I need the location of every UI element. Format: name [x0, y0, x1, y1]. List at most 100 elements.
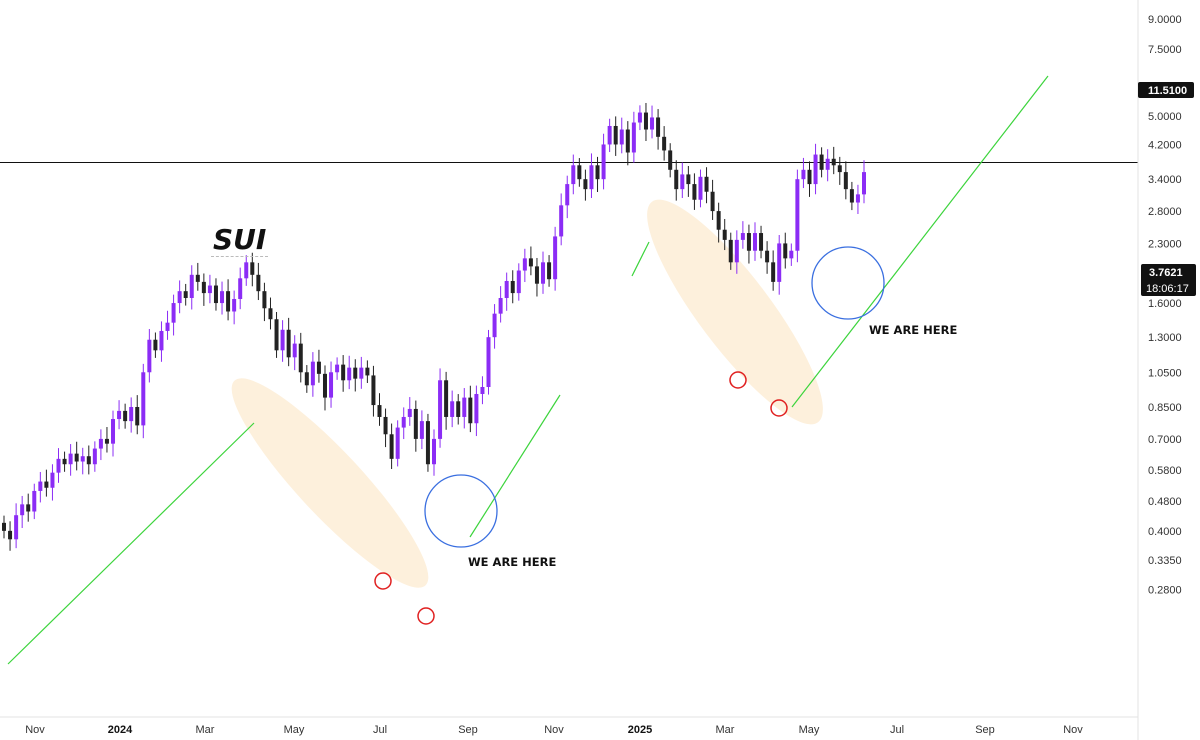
time-tick-label: May — [799, 724, 820, 736]
candle-body — [8, 530, 13, 540]
candle-body — [80, 456, 85, 462]
candle-body — [801, 169, 806, 180]
candle-body — [765, 250, 770, 263]
candle-body — [722, 229, 727, 240]
correction-zones — [231, 199, 823, 588]
price-tick-label: 7.5000 — [1148, 44, 1182, 56]
candle-body — [86, 456, 91, 465]
candle-body — [662, 136, 667, 151]
candle-body — [292, 343, 297, 358]
candle-body — [450, 401, 455, 417]
time-tick-label: 2025 — [628, 724, 652, 736]
candle-body — [268, 308, 273, 320]
candle-body — [637, 112, 642, 123]
candles — [2, 102, 866, 551]
time-tick-label: Nov — [544, 724, 564, 736]
candle-body — [347, 367, 352, 381]
time-tick-label: Sep — [458, 724, 478, 736]
candle-body — [710, 191, 715, 212]
consolidation-circle — [811, 246, 885, 320]
candle-body — [56, 458, 61, 473]
candle-body — [244, 262, 249, 279]
candle-body — [619, 129, 624, 145]
candle-body — [795, 179, 800, 251]
candle-body — [504, 280, 509, 298]
candle-body — [401, 416, 406, 428]
price-axis[interactable]: 17.000014.00009.00007.50006.00005.00004.… — [1137, 0, 1188, 740]
price-tick-label: 5.0000 — [1148, 111, 1182, 123]
candle-body — [777, 243, 782, 282]
candle-body — [516, 270, 521, 294]
candle-body — [650, 117, 655, 130]
candle-body — [141, 372, 146, 426]
bottom-marker-circle — [729, 371, 747, 389]
candle-body — [595, 165, 600, 180]
price-tick-label: 0.4000 — [1148, 526, 1182, 538]
candle-body — [668, 150, 673, 170]
candle-body — [74, 453, 79, 462]
candle-body — [38, 481, 43, 491]
candle-body — [486, 337, 491, 387]
candle-body — [129, 406, 134, 422]
candle-body — [286, 329, 291, 358]
candle-body — [26, 504, 31, 512]
candle-body — [444, 380, 449, 417]
candle-body — [32, 490, 37, 512]
candle-body — [565, 184, 570, 206]
candle-body — [171, 303, 176, 323]
current-price-tag-bg — [1141, 264, 1196, 296]
candle-body — [389, 434, 394, 459]
price-tick-label: 0.2800 — [1148, 584, 1182, 596]
candle-body — [62, 458, 67, 465]
annotations: WE ARE HERE WE ARE HERE — [468, 323, 957, 569]
candle-body — [226, 291, 231, 312]
candle-body — [98, 438, 103, 449]
price-tick-label: 0.4800 — [1148, 496, 1182, 508]
time-tick-label: Mar — [196, 724, 215, 736]
price-tick-label: 0.8500 — [1148, 402, 1182, 414]
bottom-marker-circle — [417, 607, 435, 625]
candle-body — [831, 158, 836, 166]
candle-body — [680, 174, 685, 190]
horizontal-levels — [0, 162, 1138, 164]
candle-body — [607, 125, 612, 145]
candle-body — [298, 343, 303, 373]
candle-body — [135, 406, 140, 426]
price-tick-label: 1.6000 — [1148, 298, 1182, 310]
candle-body — [165, 322, 170, 331]
candle-body — [571, 165, 576, 185]
bottom-marker-circle — [374, 572, 392, 590]
candle-body — [50, 472, 55, 488]
candle-body — [329, 372, 334, 398]
countdown-tag: 18:06:17 — [1146, 283, 1189, 295]
candle-body — [625, 129, 630, 153]
candle-body — [862, 172, 866, 195]
candle-body — [359, 367, 364, 379]
candle-body — [68, 453, 73, 465]
candle-body — [843, 172, 848, 190]
trend-line — [791, 75, 1049, 408]
candle-body — [419, 421, 424, 439]
trend-line — [7, 422, 255, 665]
candle-body — [480, 386, 485, 394]
candle-body — [468, 397, 473, 424]
price-tags: 11.5100 3.7621 18:06:17 — [1138, 82, 1196, 296]
candle-body — [740, 233, 745, 240]
candle-body — [474, 393, 479, 424]
candle-body — [304, 372, 309, 386]
candle-body — [153, 339, 158, 351]
candle-body — [577, 165, 582, 180]
candle-body — [807, 169, 812, 185]
candle-body — [377, 405, 382, 417]
candle-body — [686, 174, 691, 185]
time-tick-label: Jul — [890, 724, 904, 736]
candle-body — [238, 278, 243, 299]
time-axis[interactable]: Nov 2024 Mar May Jul Sep Nov 2025 Mar May Jul Sep No… — [0, 716, 1138, 736]
candle-body — [432, 438, 436, 465]
candle-body — [559, 205, 564, 237]
correction-zone — [231, 378, 429, 588]
candle-body — [746, 233, 751, 251]
candle-body — [274, 319, 279, 351]
candle-body — [14, 515, 19, 540]
